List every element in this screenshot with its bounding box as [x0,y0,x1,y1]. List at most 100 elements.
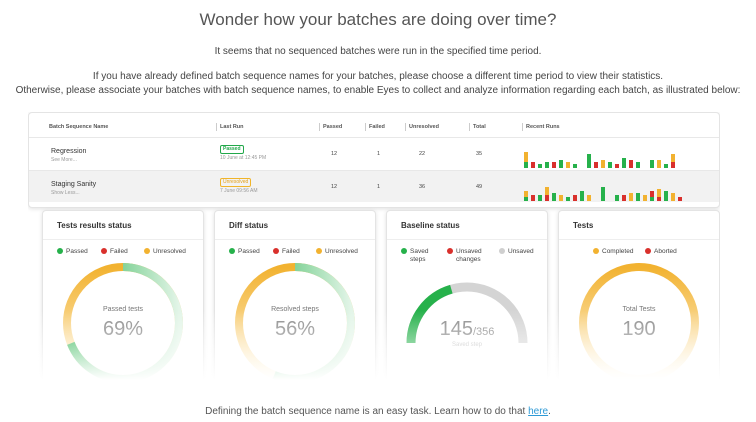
col-header-recent-runs: Recent Runs [526,124,560,130]
recent-run-bar[interactable] [622,195,626,201]
run-segment [601,187,605,201]
recent-run-bar[interactable] [671,193,675,201]
gauge-value: 69% [103,318,143,340]
recent-run-bar[interactable] [587,195,591,201]
recent-run-bar[interactable] [524,191,528,201]
recent-run-bar[interactable] [545,187,549,201]
panel-title: Tests results status [57,221,132,230]
total-tests-gauge: Total Tests 190 [579,263,699,380]
run-segment [650,191,654,197]
recent-run-bar[interactable] [594,162,598,168]
recent-run-bar[interactable] [566,162,570,168]
run-segment [566,197,570,201]
recent-run-bar[interactable] [559,160,563,168]
legend-label: Completed [602,248,634,255]
column-divider [216,123,217,131]
saved-steps-gauge: 145/356 Saved step [406,282,528,348]
total-count: 35 [476,151,483,157]
passed-count: 12 [331,151,338,157]
recent-run-bar[interactable] [657,160,661,168]
resolved-steps-gauge: Resolved steps 56% [235,263,355,380]
run-segment [545,195,549,201]
run-segment [573,195,577,201]
run-segment [524,191,528,197]
run-segment [531,162,535,168]
recent-run-bar[interactable] [601,160,605,168]
aborted-dot [645,248,651,254]
recent-run-bar[interactable] [622,158,626,168]
recent-run-bar[interactable] [573,195,577,201]
recent-run-bar[interactable] [643,195,647,201]
recent-runs-bars[interactable] [524,140,684,168]
recent-run-bar[interactable] [531,162,535,168]
legend-label: Unsaved [508,248,534,255]
column-divider [405,123,406,131]
gauge-label: Saved step [452,342,483,348]
recent-run-bar[interactable] [608,162,612,168]
failed-count: 1 [377,184,381,190]
column-divider [522,123,523,131]
recent-run-bar[interactable] [629,160,633,168]
divider [559,239,719,240]
total-count: 49 [476,184,483,190]
recent-run-bar[interactable] [573,164,577,168]
failed-count: 1 [377,151,381,157]
batch-name: Regression [51,148,87,155]
recent-run-bar[interactable] [664,191,668,201]
recent-run-bar[interactable] [636,162,640,168]
run-segment [573,164,577,168]
unresolved-count: 36 [419,184,426,190]
run-segment [671,154,675,162]
recent-run-bar[interactable] [580,191,584,201]
status-badge: Unresolved [220,178,252,187]
recent-run-bar[interactable] [524,152,528,168]
col-header-last-run: Last Run [220,124,244,130]
page-title: Wonder how your batches are doing over t… [199,10,557,29]
recent-run-bar[interactable] [538,195,542,201]
col-header-name: Batch Sequence Name [49,124,109,130]
recent-run-bar[interactable] [671,154,675,168]
recent-run-bar[interactable] [601,187,605,201]
recent-run-bar[interactable] [531,195,535,201]
recent-run-bar[interactable] [615,195,619,201]
footer-period: . [548,406,551,417]
recent-run-bar[interactable] [664,164,668,168]
run-segment [657,160,661,168]
diff-status-panel: Diff status Passed Failed Unresolved Res… [214,210,376,380]
recent-run-bar[interactable] [552,193,556,201]
recent-run-bar[interactable] [650,160,654,168]
recent-run-bar[interactable] [587,154,591,168]
instruction-line-1: If you have already defined batch sequen… [92,71,664,82]
batch-sequence-table: Batch Sequence Name Last Run Passed Fail… [28,112,720,208]
unsaved-dot [499,248,505,254]
legend-label: Failed [110,248,128,255]
recent-run-bar[interactable] [552,162,556,168]
recent-run-bar[interactable] [538,164,542,168]
recent-run-bar[interactable] [629,193,633,201]
learn-how-link[interactable]: here [528,406,549,417]
recent-run-bar[interactable] [678,197,682,201]
recent-run-bar[interactable] [566,197,570,201]
recent-run-bar[interactable] [650,191,654,201]
table-row[interactable]: Staging Sanity Show Less... Unresolved 7… [29,170,719,202]
show-less-link[interactable]: Show Less... [51,190,80,196]
gauge-value: 56% [275,318,315,340]
gauge-label: Resolved steps [271,306,319,313]
column-divider [319,123,320,131]
recent-run-bar[interactable] [657,189,661,201]
divider [43,239,203,240]
run-segment [538,195,542,201]
see-more-link[interactable]: See More... [51,157,77,163]
recent-run-bar[interactable] [615,164,619,168]
divider [387,239,547,240]
run-segment [538,164,542,168]
legend-label: Aborted [654,248,677,255]
recent-run-bar[interactable] [559,195,563,201]
legend-label: Failed [282,248,300,255]
recent-run-bar[interactable] [545,162,549,168]
table-row[interactable]: Regression See More... Passed 10 June at… [29,137,719,169]
recent-run-bar[interactable] [636,193,640,201]
legend-sublabel: steps [410,256,426,263]
run-segment [636,162,640,168]
recent-runs-bars[interactable] [524,173,684,201]
